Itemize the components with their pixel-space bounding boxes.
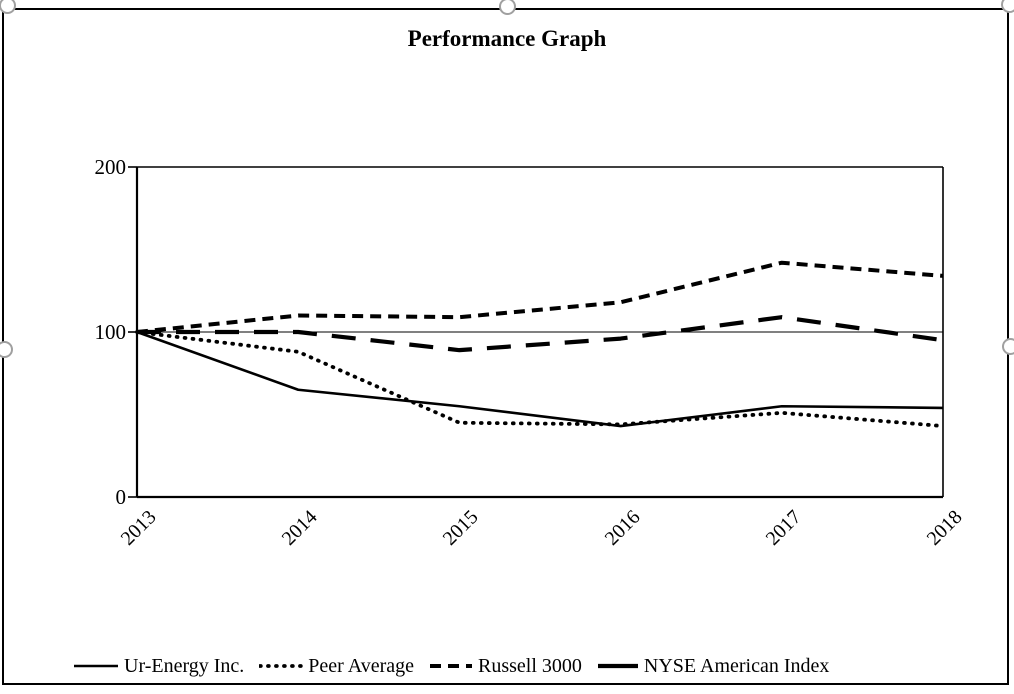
line-sample-long-dash-icon bbox=[597, 663, 638, 669]
resize-handle-middle-right[interactable] bbox=[1002, 338, 1014, 355]
legend: Ur-Energy Inc. Peer Average Russell 3000… bbox=[73, 651, 829, 681]
line-chart-plot-area bbox=[128, 166, 945, 499]
series-line-solid bbox=[136, 330, 944, 428]
series-line-dotted bbox=[135, 330, 945, 428]
y-tick-label: 100 bbox=[94, 320, 127, 344]
resize-handle-top-right[interactable] bbox=[1001, 0, 1014, 13]
y-tick-label: 200 bbox=[94, 155, 127, 179]
legend-item-nyse-american: NYSE American Index bbox=[597, 654, 830, 678]
y-tick-label: 0 bbox=[115, 485, 127, 509]
legend-item-russell-3000: Russell 3000 bbox=[429, 655, 582, 678]
line-sample-dashed-icon bbox=[429, 664, 472, 668]
line-sample-dotted-icon bbox=[259, 664, 304, 668]
legend-label: NYSE American Index bbox=[643, 654, 830, 677]
chart-title: Performance Graph bbox=[407, 26, 607, 51]
line-sample-solid-icon bbox=[74, 664, 118, 668]
series-line-long-dash bbox=[137, 315, 944, 353]
series-line-dashed bbox=[136, 260, 944, 334]
legend-label: Peer Average bbox=[308, 654, 414, 677]
legend-label: Russell 3000 bbox=[477, 654, 582, 677]
legend-item-ur-energy: Ur-Energy Inc. bbox=[73, 655, 244, 678]
legend-item-peer-average: Peer Average bbox=[259, 655, 414, 678]
resize-handle-middle-left[interactable] bbox=[0, 341, 13, 358]
resize-handle-top-left[interactable] bbox=[0, 0, 16, 14]
resize-handle-top-center[interactable] bbox=[499, 0, 516, 15]
legend-label: Ur-Energy Inc. bbox=[124, 654, 245, 677]
